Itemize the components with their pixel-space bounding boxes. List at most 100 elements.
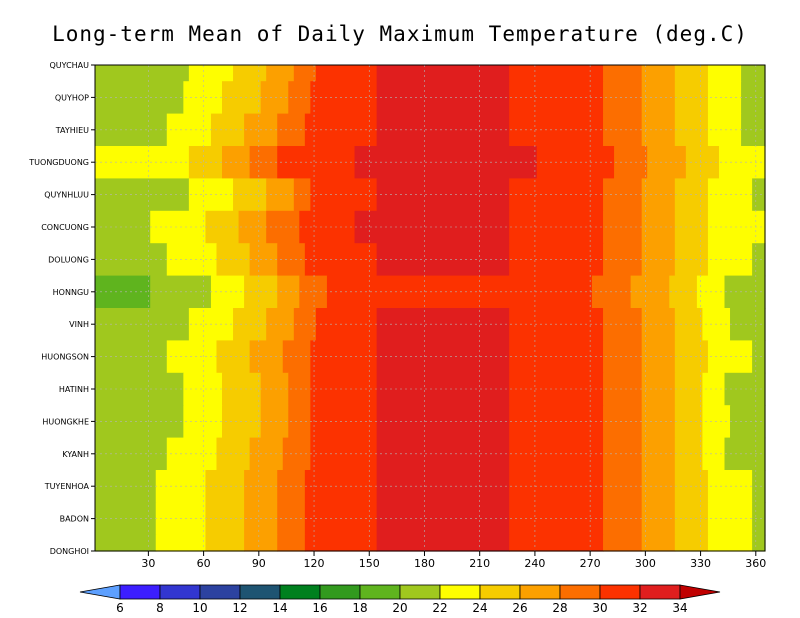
- y-tick-label: HONNGU: [53, 288, 89, 297]
- heatmap-cell: [277, 502, 306, 536]
- heatmap-cell: [707, 65, 742, 82]
- heatmap-cell: [603, 502, 643, 536]
- heatmap-cell: [603, 534, 643, 552]
- heatmap-cell: [376, 178, 510, 212]
- heatmap-cell: [669, 275, 698, 309]
- colorbar-label: 28: [552, 601, 567, 615]
- colorbar-label: 6: [116, 601, 124, 615]
- heatmap-cell: [95, 210, 151, 244]
- heatmap-cell: [641, 534, 676, 552]
- heatmap-cell: [293, 65, 317, 82]
- heatmap-cell: [752, 243, 766, 277]
- heatmap-cell: [509, 243, 604, 277]
- heatmap-cell: [376, 65, 510, 82]
- colorbar-label: 26: [512, 601, 527, 615]
- heatmap-cell: [674, 372, 704, 406]
- heatmap-cell: [641, 113, 676, 147]
- colorbar-label: 20: [392, 601, 407, 615]
- colorbar-segment: [399, 584, 441, 600]
- heatmap-row-badon: [95, 502, 766, 536]
- heatmap-cell: [222, 405, 262, 439]
- heatmap-cell: [95, 502, 157, 536]
- colorbar-segment: [159, 584, 201, 600]
- heatmap-cell: [603, 405, 643, 439]
- heatmap-row-kyanh: [95, 437, 766, 471]
- heatmap-cell: [707, 243, 753, 277]
- x-tick-label: 300: [635, 557, 656, 570]
- heatmap-cell: [641, 308, 676, 341]
- heatmap-cell: [249, 146, 278, 179]
- heatmap-cell: [95, 275, 151, 309]
- heatmap-cell: [641, 178, 676, 212]
- heatmap-cell: [724, 275, 766, 309]
- heatmap-cell: [150, 275, 212, 309]
- heatmap-cell: [603, 243, 643, 277]
- heatmap-cell: [293, 178, 311, 212]
- chart-title: Long-term Mean of Daily Maximum Temperat…: [52, 22, 748, 46]
- colorbar-segment: [79, 584, 121, 600]
- heatmap-cell: [376, 113, 510, 147]
- heatmap-cell: [249, 437, 284, 471]
- colorbar-segment: [199, 584, 241, 600]
- heatmap-cell: [249, 243, 278, 277]
- y-tick-label: HATINH: [59, 385, 89, 394]
- colorbar: 6 8 10 12 14 16 18 20 22 24 26 28 30 32 34: [79, 584, 721, 615]
- x-tick-label: 240: [524, 557, 545, 570]
- heatmap-cell: [376, 243, 510, 277]
- heatmap-cell: [95, 534, 157, 552]
- heatmap-cell: [205, 502, 245, 536]
- colorbar-label: 10: [192, 601, 207, 615]
- heatmap-cell: [707, 502, 753, 536]
- heatmap-cell: [674, 502, 709, 536]
- heatmap-cell: [288, 81, 311, 115]
- x-axis: 30 60 90 120 150 180 210 240 270 300 330 360: [141, 551, 766, 570]
- heatmap-cell: [166, 437, 218, 471]
- heatmap-row-hatinh: [95, 372, 766, 406]
- plot-frame: [94, 64, 766, 552]
- heatmap-cell: [603, 65, 643, 82]
- heatmap-cell: [730, 405, 766, 439]
- heatmap-cell: [509, 534, 604, 552]
- heatmap-cell: [674, 405, 704, 439]
- heatmap-cell: [210, 275, 245, 309]
- heatmap-cell: [216, 437, 251, 471]
- x-tick-label: 360: [745, 557, 766, 570]
- heatmap-cell: [310, 437, 378, 471]
- colorbar-label: 34: [672, 601, 687, 615]
- heatmap-cell: [166, 243, 218, 277]
- heatmap-cell: [376, 534, 510, 552]
- heatmap-cell: [150, 210, 207, 244]
- heatmap-cell: [641, 437, 676, 471]
- plot-area: [95, 65, 766, 552]
- heatmap-cell: [95, 405, 184, 439]
- colorbar-label: 8: [156, 601, 164, 615]
- heatmap-cell: [702, 405, 731, 439]
- x-tick-label: 60: [197, 557, 211, 570]
- heatmap-cell: [216, 340, 251, 374]
- colorbar-segment: [639, 584, 681, 600]
- heatmap-row-huongkhe: [95, 405, 766, 439]
- heatmap-cell: [376, 81, 510, 115]
- heatmap-cell: [752, 502, 766, 536]
- heatmap-cell: [674, 534, 709, 552]
- heatmap-row-quychau: [95, 65, 766, 82]
- heatmap-cell: [277, 275, 300, 309]
- heatmap-cell: [752, 534, 766, 552]
- heatmap-cell: [641, 210, 676, 244]
- heatmap-cell: [183, 405, 223, 439]
- colorbar-segment: [559, 584, 601, 600]
- y-axis: QUYCHAU QUYHOP TAYHIEU TUONGDUONG QUYNHLUU CO…: [28, 61, 95, 556]
- heatmap-cell: [304, 502, 378, 536]
- heatmap-cell: [238, 210, 267, 244]
- heatmap-cell: [166, 113, 212, 147]
- heatmap-cell: [233, 65, 267, 82]
- heatmap-cell: [752, 178, 766, 212]
- heatmap-cell: [310, 405, 378, 439]
- heatmap-cell: [509, 65, 604, 82]
- heatmap-cell: [509, 437, 604, 471]
- heatmap-row-tayhieu: [95, 113, 766, 147]
- heatmap-cell: [326, 275, 593, 309]
- heatmap-cell: [641, 470, 676, 503]
- colorbar-segment: [279, 584, 321, 600]
- heatmap-cell: [674, 437, 704, 471]
